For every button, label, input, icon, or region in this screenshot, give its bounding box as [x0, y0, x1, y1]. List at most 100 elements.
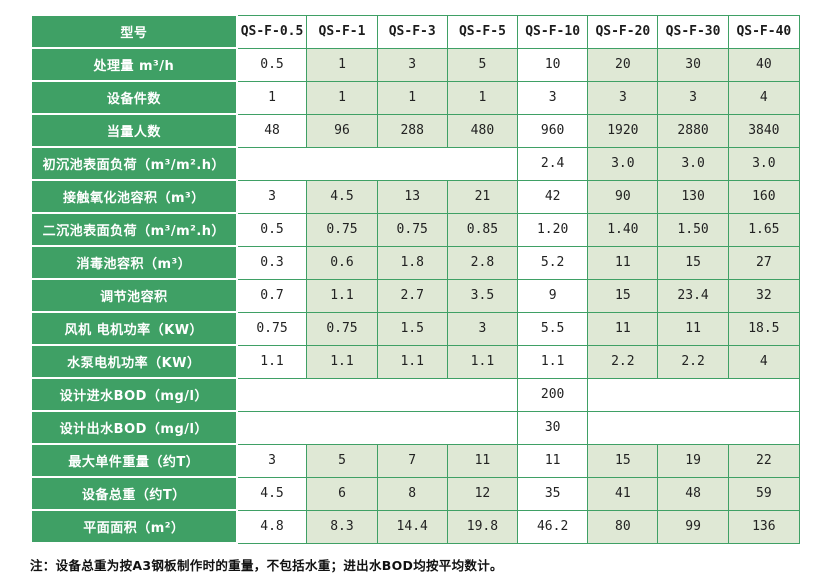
model-header-cell: QS-F-40 — [727, 14, 801, 49]
table-row: 接触氧化池容积（m³） 3 4.5 13 21 42 90 130 160 — [30, 179, 801, 214]
value-cell: 15 — [657, 245, 729, 280]
value-cell: 99 — [657, 509, 729, 544]
value-cell: 48 — [657, 476, 729, 511]
value-cell: 1.1 — [446, 344, 519, 379]
row-label: 处理量 m³/h — [30, 47, 238, 82]
value-cell: 136 — [727, 509, 801, 544]
value-cell: 5 — [446, 47, 519, 82]
value-cell: 32 — [727, 278, 801, 313]
value-cell: 3840 — [727, 113, 801, 148]
value-cell: 1.8 — [376, 245, 448, 280]
model-header-cell: QS-F-20 — [587, 14, 659, 49]
value-cell: 3 — [376, 47, 448, 82]
value-cell: 35 — [517, 476, 589, 511]
value-cell: 0.6 — [306, 245, 378, 280]
value-cell: 1.1 — [306, 344, 378, 379]
value-cell: 3.0 — [727, 146, 801, 181]
table-row: 初沉池表面负荷（m³/m².h） 2.4 3.0 3.0 3.0 — [30, 146, 801, 181]
value-cell: 1.1 — [517, 344, 589, 379]
row-label: 风机 电机功率（KW） — [30, 311, 238, 346]
table-row: 设备件数 1 1 1 1 3 3 3 4 — [30, 80, 801, 115]
value-cell: 41 — [587, 476, 659, 511]
value-cell: 9 — [517, 278, 589, 313]
value-cell: 4.5 — [236, 476, 308, 511]
value-cell: 5.5 — [517, 311, 589, 346]
value-cell: 48 — [236, 113, 308, 148]
value-cell: 0.7 — [236, 278, 308, 313]
value-cell: 2.8 — [446, 245, 519, 280]
value-cell: 1 — [306, 47, 378, 82]
value-cell: 30 — [517, 410, 589, 445]
header-model-label: 型号 — [30, 14, 238, 49]
row-label: 最大单件重量（约T） — [30, 443, 238, 478]
value-cell: 0.75 — [306, 311, 378, 346]
value-cell: 42 — [517, 179, 589, 214]
value-cell: 8.3 — [306, 509, 378, 544]
table-row: 调节池容积 0.7 1.1 2.7 3.5 9 15 23.4 32 — [30, 278, 801, 313]
value-cell: 4.8 — [236, 509, 308, 544]
value-cell: 1 — [376, 80, 448, 115]
value-cell: 22 — [727, 443, 801, 478]
value-cell: 46.2 — [517, 509, 589, 544]
value-cell: 14.4 — [376, 509, 448, 544]
value-cell: 1.65 — [727, 212, 801, 247]
value-cell: 130 — [657, 179, 729, 214]
value-cell: 1920 — [587, 113, 659, 148]
table-row: 风机 电机功率（KW） 0.75 0.75 1.5 3 5.5 11 11 18.5 — [30, 311, 801, 346]
value-cell: 2.2 — [657, 344, 729, 379]
value-cell: 1 — [236, 80, 308, 115]
footnote: 注：设备总重为按A3钢板制作时的重量，不包括水重；进出水BOD均按平均数计。 — [30, 558, 503, 573]
value-cell: 960 — [517, 113, 589, 148]
value-cell: 2.7 — [376, 278, 448, 313]
row-label: 二沉池表面负荷（m³/m².h） — [30, 212, 238, 247]
value-cell: 19 — [657, 443, 729, 478]
value-cell: 90 — [587, 179, 659, 214]
value-cell: 7 — [376, 443, 448, 478]
value-cell: 5.2 — [517, 245, 589, 280]
model-header-cell: QS-F-3 — [376, 14, 448, 49]
table-row: 设计出水BOD（mg/l） 30 — [30, 410, 800, 445]
value-cell: 1.50 — [657, 212, 729, 247]
value-cell: 4.5 — [306, 179, 378, 214]
value-cell: 1.1 — [376, 344, 448, 379]
value-cell: 27 — [727, 245, 801, 280]
value-cell: 3.0 — [587, 146, 659, 181]
table-row: 水泵电机功率（KW） 1.1 1.1 1.1 1.1 1.1 2.2 2.2 4 — [30, 344, 801, 379]
row-label: 平面面积（m²） — [30, 509, 238, 544]
value-cell: 2.2 — [587, 344, 659, 379]
value-cell: 59 — [727, 476, 801, 511]
value-cell: 1.1 — [236, 344, 308, 379]
model-header-cell: QS-F-30 — [657, 14, 729, 49]
empty-cell — [587, 410, 800, 445]
value-cell: 2880 — [657, 113, 729, 148]
value-cell: 3 — [657, 80, 729, 115]
value-cell: 23.4 — [657, 278, 729, 313]
empty-cell — [236, 377, 519, 412]
row-label: 水泵电机功率（KW） — [30, 344, 238, 379]
empty-cell — [236, 146, 519, 181]
value-cell: 21 — [446, 179, 519, 214]
value-cell: 288 — [376, 113, 448, 148]
value-cell: 15 — [587, 278, 659, 313]
row-label: 设计进水BOD（mg/l） — [30, 377, 238, 412]
value-cell: 160 — [727, 179, 801, 214]
row-label: 设备件数 — [30, 80, 238, 115]
value-cell: 1.5 — [376, 311, 448, 346]
table-row: 当量人数 48 96 288 480 960 1920 2880 3840 — [30, 113, 801, 148]
value-cell: 20 — [587, 47, 659, 82]
value-cell: 6 — [306, 476, 378, 511]
table-row: 最大单件重量（约T） 3 5 7 11 11 15 19 22 — [30, 443, 801, 478]
value-cell: 40 — [727, 47, 801, 82]
value-cell: 0.5 — [236, 47, 308, 82]
value-cell: 2.4 — [517, 146, 589, 181]
row-label: 消毒池容积（m³） — [30, 245, 238, 280]
value-cell: 3.0 — [657, 146, 729, 181]
row-label: 设计出水BOD（mg/l） — [30, 410, 238, 445]
table-row: 处理量 m³/h 0.5 1 3 5 10 20 30 40 — [30, 47, 801, 82]
spec-table: 型号 QS-F-0.5 QS-F-1 QS-F-3 QS-F-5 QS-F-10 QS-F-… — [30, 14, 801, 544]
value-cell: 0.5 — [236, 212, 308, 247]
value-cell: 11 — [517, 443, 589, 478]
model-header-cell: QS-F-5 — [446, 14, 519, 49]
value-cell: 3.5 — [446, 278, 519, 313]
row-label: 调节池容积 — [30, 278, 238, 313]
